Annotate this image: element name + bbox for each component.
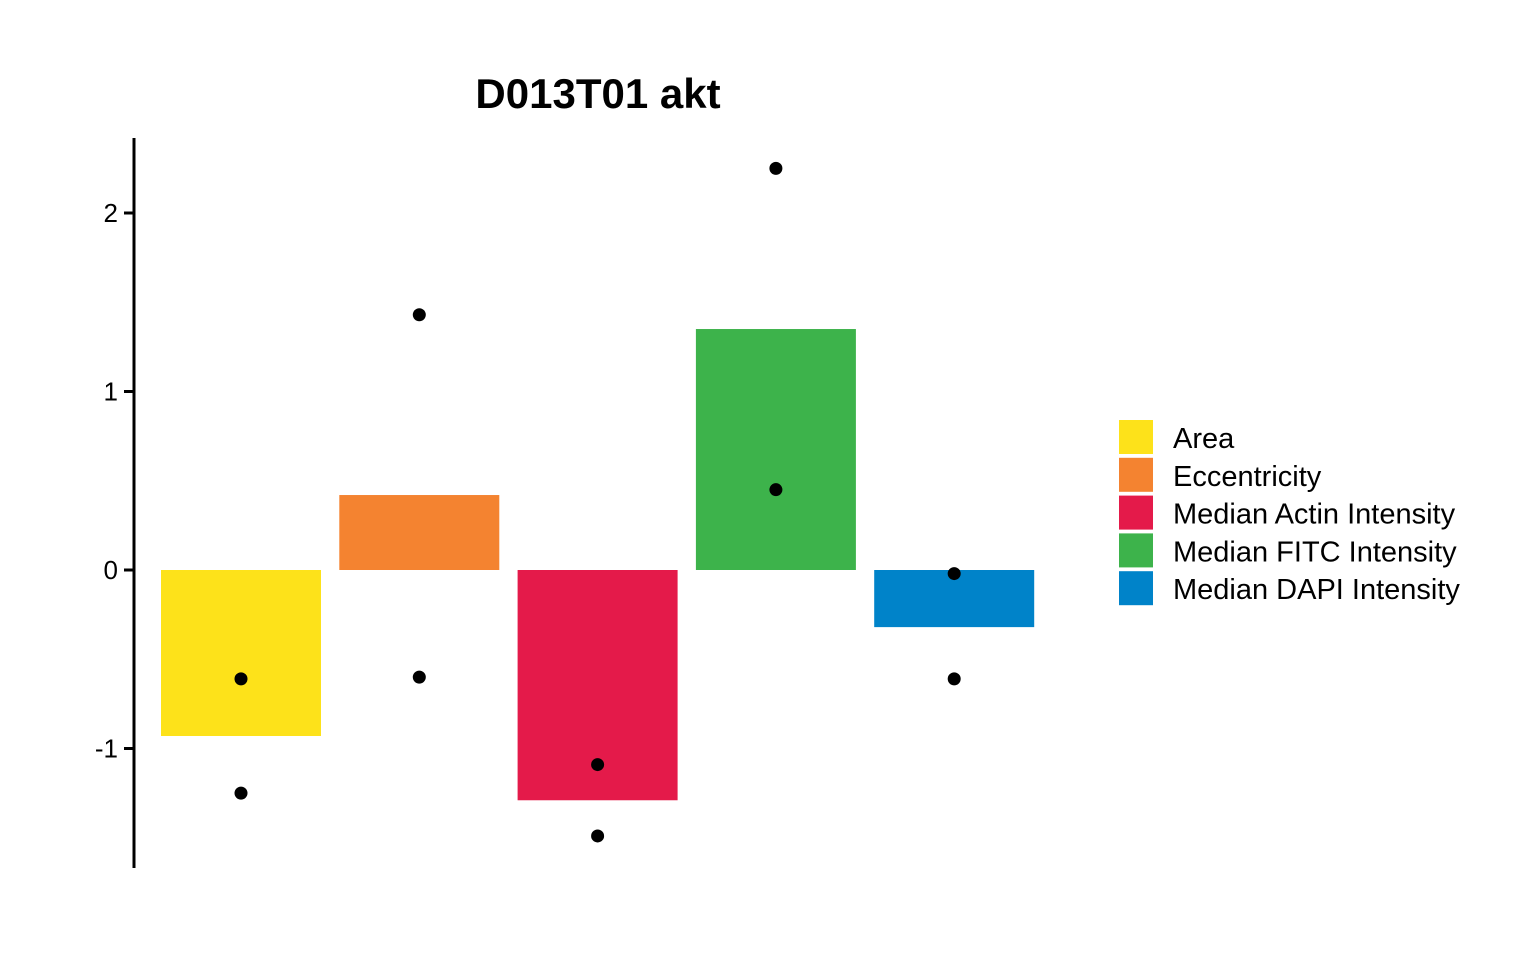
bar-median-fitc-intensity: [695, 329, 856, 570]
legend-key: [1119, 420, 1153, 454]
y-tick-label: 0: [104, 555, 118, 585]
chart-title: D013T01 akt: [475, 70, 720, 117]
data-point: [234, 786, 248, 800]
legend-label: Eccentricity: [1173, 461, 1322, 493]
data-point: [591, 829, 605, 843]
y-axis-ticks: 2 1 0 -1: [95, 198, 134, 764]
data-points: [234, 161, 961, 843]
legend-label: Median FITC Intensity: [1173, 536, 1457, 568]
legend-label: Area: [1173, 423, 1235, 455]
data-point: [412, 308, 426, 322]
y-tick-label: 1: [104, 377, 118, 407]
data-point: [412, 670, 426, 684]
y-tick-label: 2: [104, 198, 118, 228]
legend: Area Eccentricity Median Actin Intensity Me…: [1119, 420, 1460, 606]
legend-label: Median Actin Intensity: [1173, 499, 1456, 531]
bar-eccentricity: [339, 495, 500, 570]
data-point: [769, 483, 783, 497]
data-point: [947, 672, 961, 686]
bars: [161, 329, 1035, 801]
data-point: [591, 758, 605, 772]
plot-area: 2 1 0 -1: [95, 138, 1035, 868]
data-point: [769, 161, 783, 175]
legend-key: [1119, 457, 1153, 492]
legend-key: [1119, 495, 1153, 530]
data-point: [947, 567, 961, 581]
legend-key: [1119, 533, 1153, 568]
legend-label: Median DAPI Intensity: [1173, 574, 1460, 606]
data-point: [234, 672, 248, 686]
legend-key: [1119, 571, 1153, 606]
y-tick-label: -1: [95, 734, 118, 764]
bar-area: [161, 570, 321, 737]
